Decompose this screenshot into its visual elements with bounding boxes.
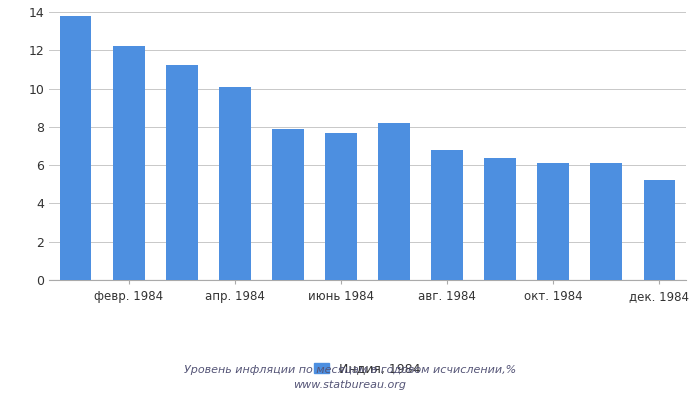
Bar (166, 65, 197, 280)
Bar (538, 163, 569, 280)
Text: Уровень инфляции по месяцам в годовом исчислении,%: Уровень инфляции по месяцам в годовом ис… (184, 365, 516, 375)
Bar (431, 150, 463, 280)
Bar (643, 180, 676, 280)
Text: www.statbureau.org: www.statbureau.org (293, 380, 407, 390)
Bar (378, 123, 410, 280)
Bar (590, 163, 622, 280)
Bar (60, 16, 92, 280)
Bar (219, 87, 251, 280)
Bar (484, 158, 516, 280)
Legend: Индия, 1984: Индия, 1984 (314, 362, 421, 376)
Bar (113, 46, 144, 280)
Bar (272, 129, 304, 280)
Bar (325, 132, 357, 280)
